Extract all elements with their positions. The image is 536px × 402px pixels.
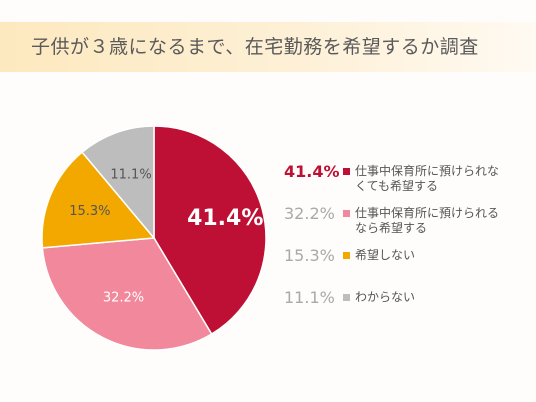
legend-swatch-2: [343, 210, 350, 217]
pie-label-2: 32.2%: [103, 290, 144, 305]
legend-label-1-line2: くても希望する: [355, 179, 439, 193]
pie-slice-2: [41, 237, 213, 351]
legend-swatch-3: [343, 252, 350, 259]
legend-label-2: 仕事中保育所に預けられる なら希望する: [355, 206, 525, 236]
pie-slice-3: [41, 151, 156, 249]
pie-slice-4: [81, 125, 155, 241]
legend-label-1-line1: 仕事中保育所に預けられな: [355, 164, 500, 178]
legend-swatch-1: [343, 168, 350, 175]
pie-label-1: 41.4%: [187, 206, 263, 231]
legend-percent-3: 15.3%: [284, 246, 335, 265]
pie-labels: 41.4% 32.2% 15.3% 11.1%: [69, 167, 263, 305]
pie-label-3: 15.3%: [69, 204, 110, 219]
pie-label-4: 11.1%: [110, 167, 151, 182]
legend-label-2-line2: なら希望する: [355, 221, 428, 235]
title-banner: [0, 22, 536, 72]
chart-title: 子供が３歳になるまで、在宅勤務を希望するか調査: [31, 36, 479, 58]
legend-label-4-line1: わからない: [355, 290, 416, 304]
legend-label-1: 仕事中保育所に預けられな くても希望する: [355, 164, 525, 194]
legend-percent-2: 32.2%: [284, 204, 335, 223]
legend-label-3: 希望しない: [355, 248, 525, 263]
legend-swatch-4: [343, 294, 350, 301]
legend-percent-1: 41.4%: [284, 162, 340, 181]
pie-slice-1: [153, 125, 267, 336]
legend-label-4: わからない: [355, 290, 525, 305]
legend-label-3-line1: 希望しない: [355, 248, 416, 262]
legend-label-2-line1: 仕事中保育所に預けられる: [355, 206, 500, 220]
legend-percent-4: 11.1%: [284, 288, 335, 307]
pie-slices: [41, 125, 267, 351]
